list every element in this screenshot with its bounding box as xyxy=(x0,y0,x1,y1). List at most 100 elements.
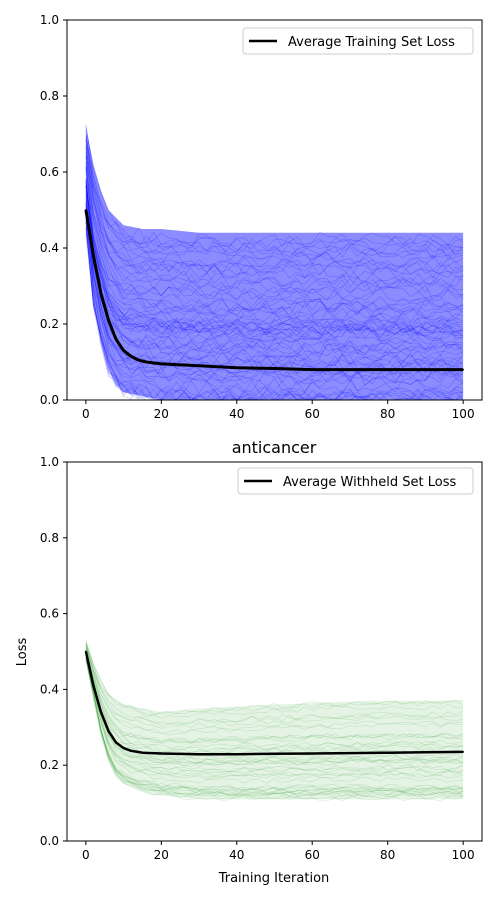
legend-label-withheld: Average Withheld Set Loss xyxy=(283,475,456,490)
individual-withheld-runs xyxy=(85,640,464,802)
individual-run-line xyxy=(85,659,464,794)
average-loss-point xyxy=(107,319,110,322)
individual-run-line xyxy=(85,136,464,258)
withheld-loss-panel: anticancer 0 20 40 60 80 100 0.0 0.2 0.4 0.6 0.8 1… xyxy=(15,438,483,886)
individual-run-line xyxy=(85,154,464,276)
average-loss-point xyxy=(160,752,163,755)
average-loss-point xyxy=(130,355,133,358)
average-loss-point xyxy=(85,209,87,211)
individual-run-line xyxy=(85,144,464,276)
individual-run-line xyxy=(85,660,464,798)
y-tick-label: 0.4 xyxy=(40,682,59,696)
individual-run-line xyxy=(85,228,464,401)
average-loss-point xyxy=(235,753,238,756)
x-tick-label: 0 xyxy=(82,407,90,421)
individual-run-line xyxy=(85,645,464,736)
individual-run-line xyxy=(85,187,464,332)
average-loss-point xyxy=(137,359,140,361)
average-loss-line xyxy=(84,209,464,372)
individual-run-line xyxy=(85,180,464,325)
average-loss-point xyxy=(349,368,351,371)
y-tick-label: 0.4 xyxy=(40,241,59,255)
individual-run-line xyxy=(85,207,464,383)
individual-run-line xyxy=(85,198,464,358)
y-tick-label: 1.0 xyxy=(40,455,59,469)
individual-run-line xyxy=(85,178,464,333)
individual-run-line xyxy=(85,215,464,393)
individual-run-line xyxy=(85,134,464,256)
y-axis-ticks: 0.0 0.2 0.4 0.6 0.8 1.0 xyxy=(40,455,67,848)
series-layer xyxy=(84,650,464,756)
individual-run-line xyxy=(85,183,464,335)
individual-run-line xyxy=(85,651,464,754)
individual-run-line xyxy=(85,181,464,338)
individual-run-line xyxy=(85,221,464,401)
individual-run-line xyxy=(85,139,464,268)
x-tick-label: 80 xyxy=(380,407,395,421)
individual-run-line xyxy=(85,186,464,331)
individual-run-line xyxy=(85,168,464,320)
individual-run-line xyxy=(85,655,464,797)
individual-run-line xyxy=(85,200,464,369)
individual-run-line xyxy=(85,659,464,800)
x-axis-label: Training Iteration xyxy=(218,871,330,886)
average-loss-point xyxy=(122,349,125,352)
individual-run-line xyxy=(85,653,464,767)
individual-run-line xyxy=(85,166,464,312)
individual-run-line xyxy=(85,648,464,763)
average-loss-point xyxy=(130,749,133,752)
individual-run-line xyxy=(85,643,464,719)
y-tick-label: 0.8 xyxy=(40,531,59,545)
individual-run-line xyxy=(85,644,464,743)
individual-run-line xyxy=(85,650,464,750)
individual-run-line xyxy=(85,652,464,784)
x-tick-label: 100 xyxy=(452,848,475,862)
individual-run-line xyxy=(85,161,464,289)
x-axis-ticks: 0 20 40 60 80 100 xyxy=(82,841,475,862)
individual-run-line xyxy=(85,226,464,401)
plot-frame xyxy=(66,19,483,401)
x-tick-label: 100 xyxy=(452,407,475,421)
individual-run-line xyxy=(85,213,464,377)
individual-run-line xyxy=(85,147,464,279)
average-loss-point xyxy=(273,752,276,755)
average-loss-point xyxy=(273,367,276,370)
average-loss-point xyxy=(85,650,87,653)
y-tick-label: 1.0 xyxy=(40,13,59,27)
individual-run-line xyxy=(85,156,464,292)
individual-run-line xyxy=(85,191,464,342)
individual-run-line xyxy=(85,136,464,252)
individual-run-line xyxy=(85,219,464,386)
individual-run-line xyxy=(85,640,464,715)
average-loss-point xyxy=(424,368,427,371)
individual-run-line xyxy=(85,194,464,352)
individual-run-line xyxy=(85,167,464,317)
individual-run-line xyxy=(85,191,464,353)
individual-run-line xyxy=(85,650,464,766)
average-loss-point xyxy=(198,364,200,367)
individual-run-line xyxy=(85,211,464,384)
x-tick-label: 40 xyxy=(229,848,244,862)
legend-box xyxy=(242,27,474,55)
legend: Average Withheld Set Loss xyxy=(237,467,474,495)
y-tick-label: 0.0 xyxy=(40,393,59,407)
legend-label-training: Average Training Set Loss xyxy=(288,35,455,50)
individual-run-line xyxy=(85,204,464,370)
runs-envelope xyxy=(85,126,464,401)
average-loss-point xyxy=(311,368,314,371)
individual-run-line xyxy=(85,645,464,753)
average-loss-point xyxy=(235,366,238,369)
individual-run-line xyxy=(85,161,464,301)
individual-run-line xyxy=(85,146,464,279)
y-tick-label: 0.8 xyxy=(40,89,59,103)
legend-box xyxy=(237,467,474,495)
individual-run-line xyxy=(85,215,464,395)
individual-run-line xyxy=(85,642,464,729)
individual-run-line xyxy=(85,643,464,726)
average-loss-point xyxy=(115,338,117,341)
x-axis-ticks: 0 20 40 60 80 100 xyxy=(82,400,475,421)
individual-run-line xyxy=(85,654,464,772)
individual-run-line xyxy=(85,658,464,797)
